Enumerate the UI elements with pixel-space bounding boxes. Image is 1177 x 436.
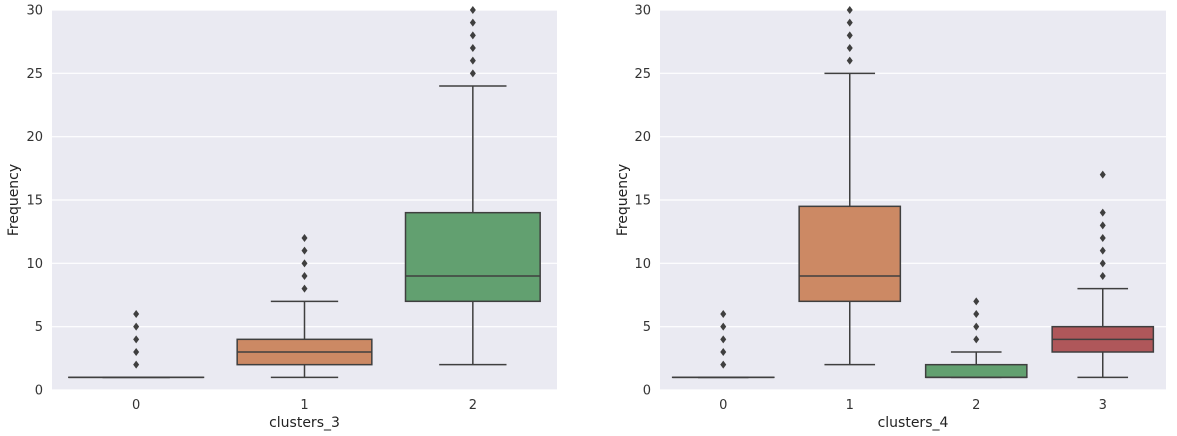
outlier-point [301, 234, 308, 242]
y-tick-label: 25 [634, 67, 651, 82]
outlier-point [1099, 208, 1106, 217]
y-tick-label: 0 [643, 384, 651, 399]
outlier-point [1099, 246, 1106, 255]
outlier-point [720, 310, 727, 318]
outlier-point [720, 335, 727, 344]
outlier-point [720, 348, 727, 356]
outlier-point [1099, 170, 1106, 179]
box-body [798, 205, 902, 303]
outlier-point [720, 360, 727, 369]
box-2 [404, 6, 541, 366]
x-tick-label: 2 [972, 398, 980, 413]
y-tick-label: 0 [35, 384, 43, 399]
x-tick-label: 0 [132, 398, 140, 413]
outlier-point [973, 335, 980, 344]
y-tick-label: 30 [26, 4, 43, 19]
y-tick-label: 5 [643, 320, 651, 335]
chart-panel-2: 0 5 10 15 20 25 30 0 1 2 3 clusters_4 Frequency [615, 4, 1166, 431]
chart-panel-1: 0 5 10 15 20 25 30 0 1 2 clusters_3 Frequency [6, 4, 557, 431]
outlier-point [301, 272, 308, 280]
y-tick-label: 10 [26, 257, 43, 272]
outlier-point [301, 284, 308, 293]
box-body [404, 211, 541, 303]
outlier-point [1099, 259, 1106, 268]
y-axis-label: Frequency [615, 164, 631, 236]
x-tick-label: 1 [846, 398, 854, 413]
outlier-point [846, 18, 853, 27]
outlier-point [301, 246, 308, 255]
x-tick-label: 2 [469, 398, 477, 413]
y-tick-label: 30 [634, 4, 651, 19]
outlier-point [133, 322, 140, 331]
x-axis-label: clusters_3 [269, 415, 340, 431]
outlier-point [846, 31, 853, 40]
outlier-point [301, 259, 308, 268]
outlier-point [133, 348, 140, 356]
outlier-point [133, 360, 140, 369]
box-1 [798, 6, 902, 366]
y-axis-label: Frequency [6, 164, 22, 236]
outlier-point [846, 56, 853, 65]
y-tick-label: 25 [26, 67, 43, 82]
box-0 [671, 310, 775, 379]
y-tick-label: 20 [634, 130, 651, 145]
x-tick-label: 1 [300, 398, 308, 413]
y-tick-label: 15 [26, 194, 43, 209]
outlier-point [469, 56, 476, 65]
outlier-point [720, 322, 727, 331]
box-body [924, 363, 1028, 379]
x-tick-label: 3 [1099, 398, 1107, 413]
outlier-point [469, 6, 476, 14]
outlier-point [846, 6, 853, 14]
outlier-point [973, 310, 980, 318]
box-3 [1051, 170, 1155, 379]
outlier-point [469, 69, 476, 78]
outlier-point [469, 18, 476, 27]
y-tick-label: 15 [634, 194, 651, 209]
outlier-point [1099, 272, 1106, 280]
y-tick-label: 10 [634, 257, 651, 272]
outlier-point [469, 31, 476, 40]
y-tick-label: 5 [35, 320, 43, 335]
box-2 [924, 297, 1028, 379]
outlier-point [1099, 221, 1106, 230]
box-1 [236, 234, 373, 379]
x-axis-label: clusters_4 [878, 415, 949, 431]
outlier-point [133, 335, 140, 344]
outlier-point [973, 297, 980, 306]
outlier-point [846, 44, 853, 52]
box-0 [68, 310, 205, 379]
x-tick-label: 0 [719, 398, 727, 413]
y-tick-label: 20 [26, 130, 43, 145]
outlier-point [1099, 234, 1106, 242]
outlier-point [469, 44, 476, 52]
outlier-point [133, 310, 140, 318]
outlier-point [973, 322, 980, 331]
